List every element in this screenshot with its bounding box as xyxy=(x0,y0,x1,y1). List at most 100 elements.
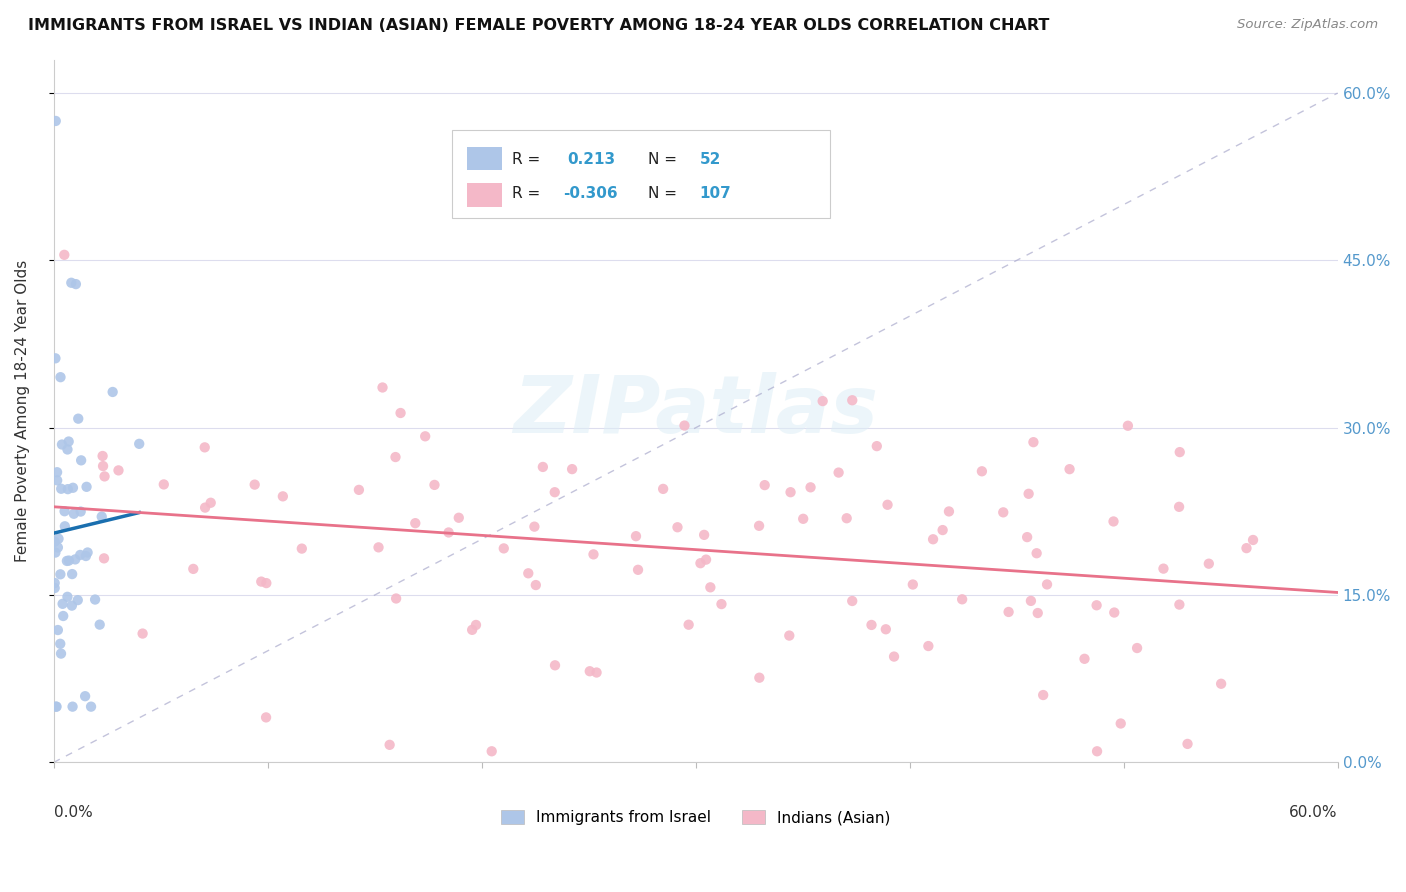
Point xyxy=(993,505,1015,519)
FancyBboxPatch shape xyxy=(467,146,502,170)
Point xyxy=(922,533,945,547)
Point xyxy=(152,477,174,491)
Point xyxy=(689,556,711,570)
Point xyxy=(841,393,863,408)
Point xyxy=(367,541,389,555)
Point xyxy=(693,528,716,542)
Point xyxy=(90,509,112,524)
Point xyxy=(465,618,488,632)
Point xyxy=(53,248,76,262)
Point xyxy=(1116,418,1139,433)
Point xyxy=(673,418,696,433)
Text: 107: 107 xyxy=(699,186,731,201)
Point xyxy=(883,649,905,664)
Point xyxy=(517,566,540,581)
Point xyxy=(875,622,897,636)
Point xyxy=(62,481,84,495)
Point xyxy=(778,629,800,643)
Point xyxy=(561,462,583,476)
Point xyxy=(678,617,700,632)
Point xyxy=(254,710,277,724)
Point xyxy=(46,474,69,488)
Text: R =: R = xyxy=(512,186,540,201)
Point xyxy=(585,665,607,680)
Point xyxy=(44,534,66,549)
Point xyxy=(44,545,66,559)
Point xyxy=(52,597,75,611)
Point xyxy=(1026,606,1049,620)
Point xyxy=(93,469,115,483)
Point xyxy=(627,563,650,577)
Point xyxy=(250,574,273,589)
Text: IMMIGRANTS FROM ISRAEL VS INDIAN (ASIAN) FEMALE POVERTY AMONG 18-24 YEAR OLDS CO: IMMIGRANTS FROM ISRAEL VS INDIAN (ASIAN)… xyxy=(28,18,1049,33)
Point xyxy=(827,466,849,480)
Point xyxy=(67,411,90,425)
Point xyxy=(524,578,547,592)
Point xyxy=(544,485,567,500)
Text: 60.0%: 60.0% xyxy=(1289,805,1337,820)
Point xyxy=(51,482,73,496)
Text: 52: 52 xyxy=(699,152,721,167)
Point xyxy=(437,525,460,540)
Point xyxy=(49,370,72,384)
Point xyxy=(582,547,605,561)
Point xyxy=(371,380,394,394)
Text: N =: N = xyxy=(648,186,678,201)
Text: 0.213: 0.213 xyxy=(567,152,616,167)
FancyBboxPatch shape xyxy=(451,130,831,218)
Point xyxy=(80,699,103,714)
Point xyxy=(52,609,75,624)
Point xyxy=(58,434,80,449)
Point xyxy=(128,437,150,451)
Point xyxy=(1168,445,1191,459)
Point xyxy=(544,658,567,673)
Point xyxy=(75,689,97,703)
Point xyxy=(347,483,370,497)
Point xyxy=(695,552,717,566)
Point xyxy=(1168,500,1191,514)
Point xyxy=(76,545,98,559)
Point xyxy=(53,519,76,533)
Point xyxy=(75,549,97,563)
Text: N =: N = xyxy=(648,152,678,167)
Point xyxy=(93,551,115,566)
Point xyxy=(49,637,72,651)
Point xyxy=(243,477,266,491)
FancyBboxPatch shape xyxy=(467,183,502,207)
Point xyxy=(63,507,86,521)
Point xyxy=(492,541,515,556)
Point xyxy=(63,552,86,566)
Point xyxy=(950,592,973,607)
Point xyxy=(46,623,69,637)
Point xyxy=(131,626,153,640)
Point xyxy=(101,384,124,399)
Point xyxy=(811,394,834,409)
Point xyxy=(531,459,554,474)
Point xyxy=(866,439,889,453)
Point xyxy=(1152,561,1174,575)
Point xyxy=(666,520,689,534)
Point xyxy=(876,498,898,512)
Point xyxy=(389,406,412,420)
Point xyxy=(748,671,770,685)
Point xyxy=(413,429,436,443)
Point xyxy=(1059,462,1081,476)
Point xyxy=(48,532,70,546)
Point xyxy=(271,489,294,503)
Point xyxy=(89,617,111,632)
Point xyxy=(58,553,80,567)
Point xyxy=(60,567,83,582)
Point xyxy=(1032,688,1054,702)
Point xyxy=(107,463,129,477)
Point xyxy=(181,562,204,576)
Text: Source: ZipAtlas.com: Source: ZipAtlas.com xyxy=(1237,18,1378,31)
Point xyxy=(1177,737,1199,751)
Point xyxy=(200,496,222,510)
Point xyxy=(76,480,98,494)
Point xyxy=(51,437,73,451)
Y-axis label: Female Poverty Among 18-24 Year Olds: Female Poverty Among 18-24 Year Olds xyxy=(15,260,30,562)
Point xyxy=(652,482,675,496)
Point xyxy=(91,458,114,473)
Point xyxy=(748,518,770,533)
Point xyxy=(70,453,93,467)
